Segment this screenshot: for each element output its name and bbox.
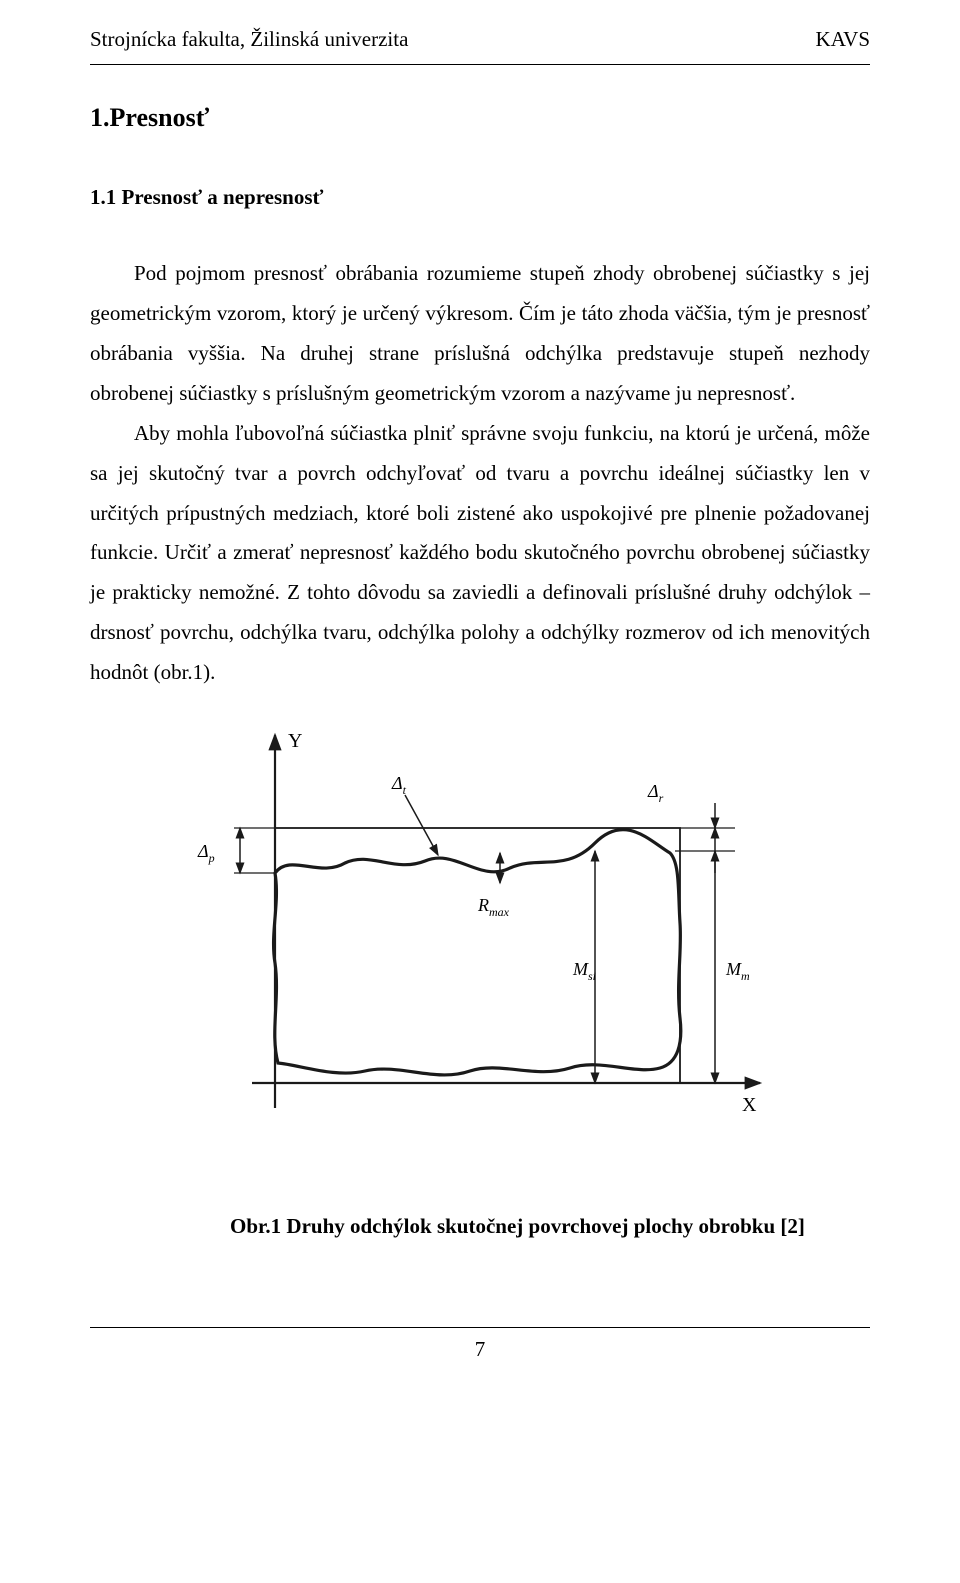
paragraph-2: Aby mohla ľubovoľná súčiastka plniť sprá… — [90, 414, 870, 693]
delta-t-label: Δt — [391, 773, 407, 797]
real-profile — [274, 830, 681, 1075]
x-axis-label: X — [742, 1094, 757, 1116]
delta-t-pointer — [405, 795, 438, 855]
paragraph-1: Pod pojmom presnosť obrábania rozumieme … — [90, 254, 870, 414]
mm-label: Mm — [725, 959, 750, 983]
page-header: Strojnícka fakulta, Žilinská univerzita … — [90, 20, 870, 60]
page-number: 7 — [475, 1337, 486, 1361]
heading-2: 1.1 Presnosť a nepresnosť — [90, 178, 870, 218]
y-axis-label: Y — [288, 730, 302, 752]
heading-1: 1.Presnosť — [90, 93, 870, 142]
page-footer: 7 — [90, 1327, 870, 1370]
header-divider — [90, 64, 870, 65]
header-left: Strojnícka fakulta, Žilinská univerzita — [90, 20, 408, 60]
msi-label: Msi — [572, 959, 596, 983]
header-right: KAVS — [816, 20, 870, 60]
figure-caption: Obr.1 Druhy odchýlok skutočnej povrchove… — [230, 1207, 870, 1247]
delta-p-label: Δp — [197, 841, 215, 865]
footer-divider — [90, 1327, 870, 1328]
rmax-label: Rmax — [477, 895, 510, 919]
delta-r-label: Δr — [647, 781, 664, 805]
figure-obr1: Y X Δp Δt Δr Rmax Msi Mm — [90, 723, 870, 1167]
